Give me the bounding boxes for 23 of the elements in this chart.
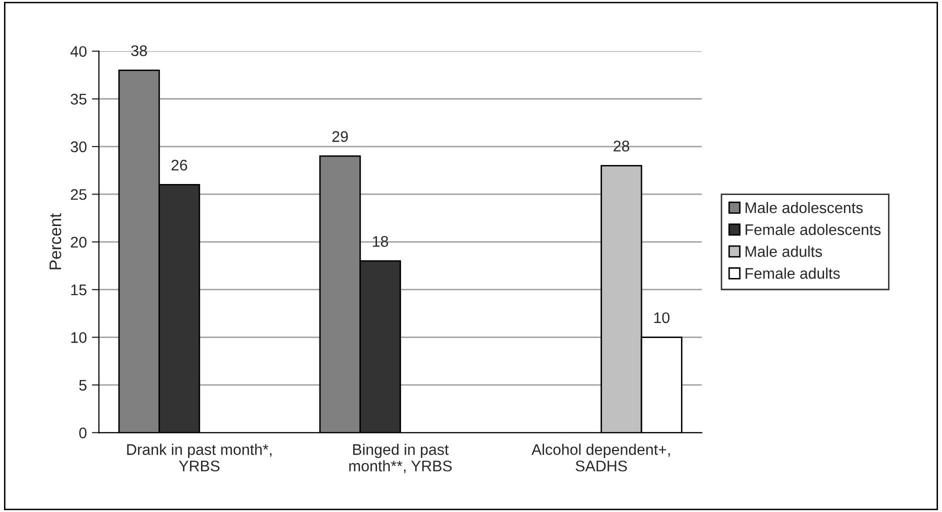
legend-label: Female adolescents [746, 224, 881, 236]
data-label: 28 [614, 140, 630, 152]
data-label: 38 [131, 45, 147, 56]
y-tick-label: 0 [79, 428, 87, 438]
x-tick-label: Drank in past month*, YRBS [127, 444, 272, 472]
data-label: 26 [172, 160, 188, 171]
legend-label: Female adults [746, 268, 840, 279]
legend-label: Male adolescents [746, 202, 863, 214]
y-tick-label: 10 [71, 332, 87, 343]
y-tick-label: 15 [71, 284, 86, 296]
data-label: 18 [372, 236, 388, 247]
y-tick-label: 20 [70, 236, 87, 248]
legend-label: Male adults [746, 246, 822, 257]
y-tick-label: 40 [70, 46, 87, 57]
y-tick-label: 30 [70, 141, 87, 152]
x-tick-label: Binged in past month**, YRBS [349, 444, 452, 474]
y-tick-label: 35 [70, 94, 86, 105]
x-tick-label: Alcohol dependent+, SADHS [531, 444, 670, 472]
y-axis-title: Percent [50, 213, 62, 270]
y-tick-label: 5 [79, 380, 86, 391]
y-tick-label: 25 [70, 189, 86, 200]
data-label: 10 [654, 312, 670, 324]
data-label: 29 [332, 131, 348, 142]
